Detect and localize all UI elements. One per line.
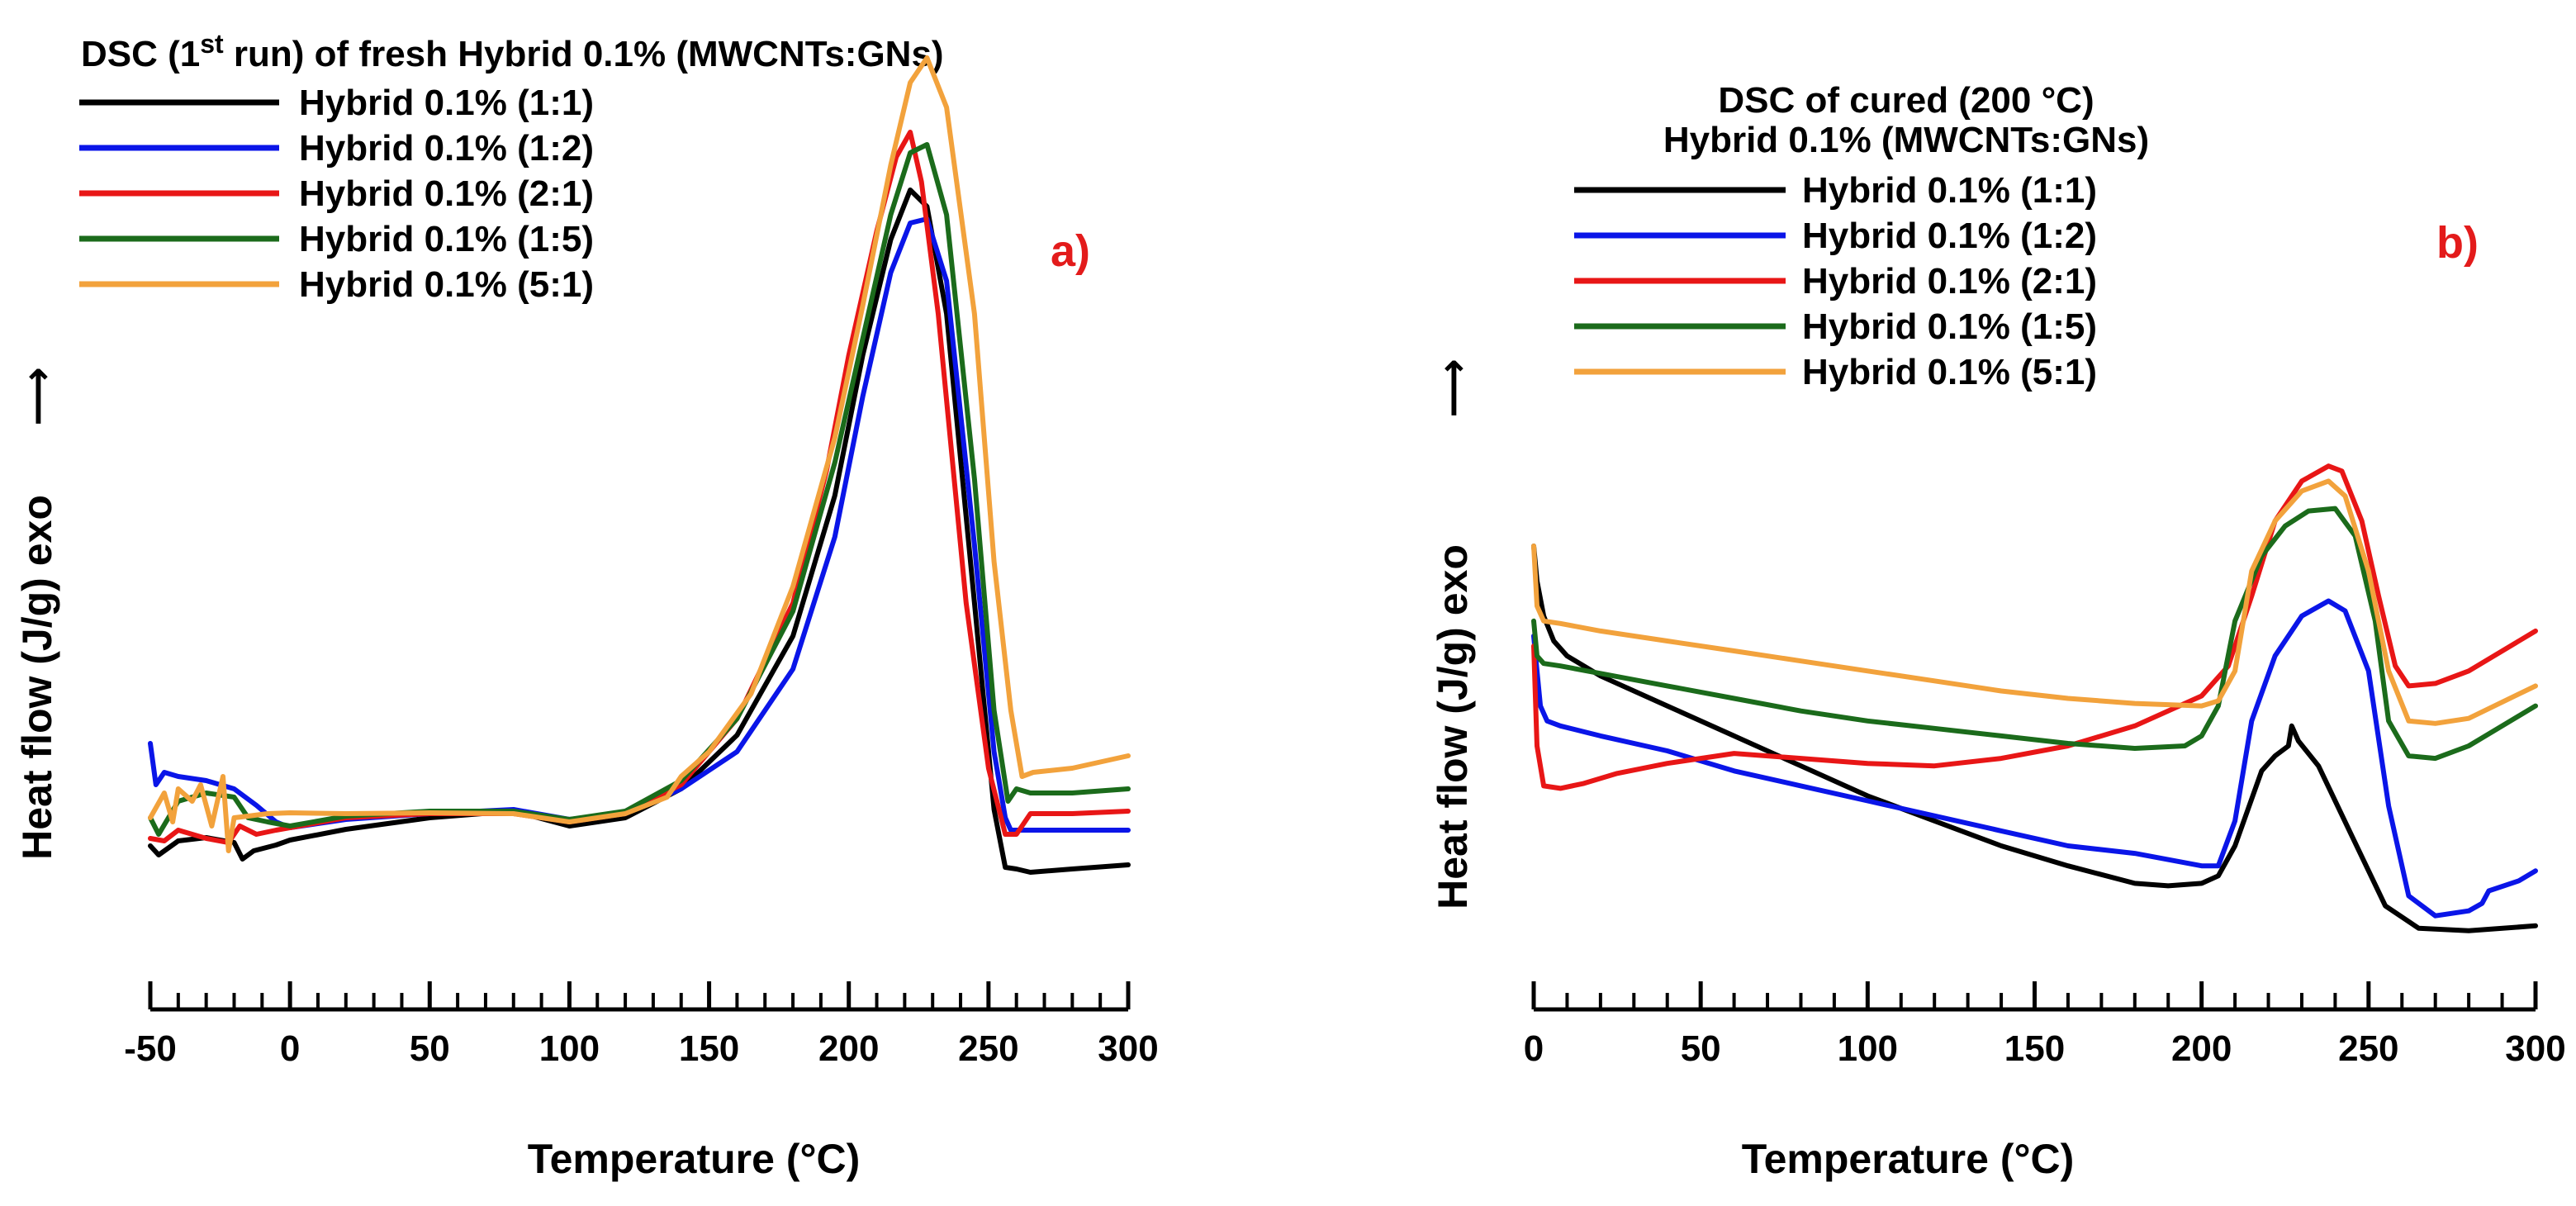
- panel-a-legend-label-4: Hybrid 0.1% (1:5): [299, 219, 594, 259]
- panel-a-x-axis: -50 0 50 100 150 200 250 300: [124, 981, 1159, 1069]
- panel-a-x-axis-title: Temperature (°C): [528, 1136, 860, 1182]
- panel-a-legend-label-5: Hybrid 0.1% (5:1): [299, 264, 594, 305]
- panel-b-x-axis-title: Temperature (°C): [1742, 1136, 2074, 1182]
- panel-b-legend: Hybrid 0.1% (1:1) Hybrid 0.1% (1:2) Hybrid…: [1574, 170, 2097, 392]
- panel-a-x-tick-label: 100: [539, 1028, 600, 1069]
- panel-b-legend-item-1: Hybrid 0.1% (1:1): [1574, 170, 2097, 211]
- panel-a-chart: DSC (1st run) of fresh Hybrid 0.1% (MWCN…: [14, 29, 1159, 1182]
- panel-a-legend-label-3: Hybrid 0.1% (2:1): [299, 173, 594, 214]
- panel-b-x-tick-label: 250: [2338, 1028, 2398, 1069]
- panel-b-tag: b): [2436, 218, 2479, 268]
- panel-b-legend-item-2: Hybrid 0.1% (1:2): [1574, 216, 2097, 256]
- panel-b-x-axis: 0 50 100 150 200 250 300: [1524, 981, 2566, 1069]
- panel-a-x-tick-label: 150: [679, 1028, 739, 1069]
- panel-b-chart: DSC of cured (200 °C) Hybrid 0.1% (MWCNT…: [1430, 80, 2566, 1182]
- panel-b-y-arrow-icon: ⟶: [1430, 358, 1476, 418]
- panel-b-series-lines: [1531, 463, 2538, 933]
- panel-b-series-line-3: [1531, 463, 2538, 791]
- panel-a-legend-label-2: Hybrid 0.1% (1:2): [299, 128, 594, 169]
- panel-a-tag: a): [1051, 226, 1090, 276]
- panel-a-legend-item-3: Hybrid 0.1% (2:1): [79, 173, 594, 214]
- panel-a-x-tick-label: 50: [410, 1028, 450, 1069]
- panel-b-legend-label-4: Hybrid 0.1% (1:5): [1802, 306, 2097, 347]
- panel-a-legend-item-1: Hybrid 0.1% (1:1): [79, 83, 594, 123]
- panel-b-legend-label-3: Hybrid 0.1% (2:1): [1802, 261, 2097, 302]
- panel-a-legend-item-4: Hybrid 0.1% (1:5): [79, 219, 594, 259]
- panel-b-legend-label-5: Hybrid 0.1% (5:1): [1802, 352, 2097, 392]
- panel-b-series-line-5: [1531, 478, 2538, 726]
- panel-b-x-tick-label: 300: [2505, 1028, 2565, 1069]
- panel-b-y-axis-title: Heat flow (J/g) exo: [1430, 544, 1476, 909]
- panel-a-x-tick-label: 300: [1098, 1028, 1158, 1069]
- panel-b-x-tick-label: 50: [1681, 1028, 1721, 1069]
- panel-a-series-line-5: [148, 55, 1131, 853]
- panel-b-x-tick-label: 0: [1524, 1028, 1544, 1069]
- panel-b-x-tick-label: 200: [2171, 1028, 2232, 1069]
- panel-a-legend-item-5: Hybrid 0.1% (5:1): [79, 264, 594, 305]
- panel-a-y-axis-title: Heat flow (J/g) exo: [14, 495, 60, 860]
- panel-a-x-tick-label: -50: [124, 1028, 177, 1069]
- panel-a-series-line-4: [148, 142, 1131, 837]
- panel-b-x-tick-label: 100: [1838, 1028, 1898, 1069]
- panel-b-title-line2: Hybrid 0.1% (MWCNTs:GNs): [1663, 120, 2149, 160]
- panel-a-y-arrow-icon: ⟶: [14, 367, 60, 426]
- panel-b-x-tick-label: 150: [2004, 1028, 2065, 1069]
- panel-b-legend-label-1: Hybrid 0.1% (1:1): [1802, 170, 2097, 211]
- panel-b-series-line-4: [1531, 506, 2538, 762]
- panel-a-x-tick-label: 0: [280, 1028, 300, 1069]
- panel-a-x-tick-label: 250: [958, 1028, 1018, 1069]
- panel-a-legend-item-2: Hybrid 0.1% (1:2): [79, 128, 594, 169]
- panel-b-legend-item-5: Hybrid 0.1% (5:1): [1574, 352, 2097, 392]
- panel-a-series-line-1: [148, 188, 1131, 875]
- panel-a-title: DSC (1st run) of fresh Hybrid 0.1% (MWCN…: [81, 29, 944, 74]
- panel-a-legend: Hybrid 0.1% (1:1)Hybrid 0.1% (1:2)Hybrid…: [79, 83, 594, 305]
- panel-b-series-line-2: [1531, 598, 2538, 919]
- panel-b-title-line1: DSC of cured (200 °C): [1718, 80, 2094, 121]
- panel-a-x-tick-label: 200: [818, 1028, 879, 1069]
- panel-b-legend-label-2: Hybrid 0.1% (1:2): [1802, 216, 2097, 256]
- panel-a-series-lines: [148, 55, 1131, 875]
- panel-a-legend-label-1: Hybrid 0.1% (1:1): [299, 83, 594, 123]
- panel-a-series-line-2: [148, 216, 1131, 833]
- panel-b-legend-item-3: Hybrid 0.1% (2:1): [1574, 261, 2097, 302]
- panel-b-legend-item-4: Hybrid 0.1% (1:5): [1574, 306, 2097, 347]
